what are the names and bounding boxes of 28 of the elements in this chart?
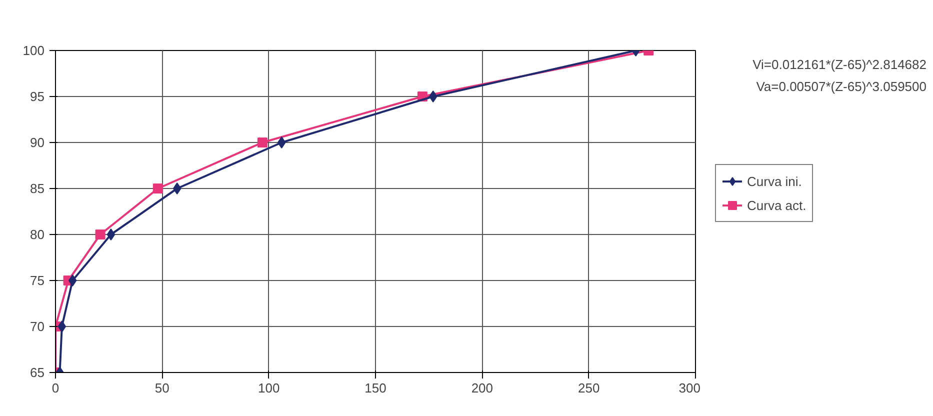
- x-tick-label: 250: [578, 380, 600, 396]
- x-tick-label: 100: [258, 380, 280, 396]
- x-tick-label: 150: [364, 380, 386, 396]
- x-tick-label: 50: [154, 380, 170, 396]
- point: [428, 90, 438, 102]
- point: [58, 320, 66, 332]
- x-tick-label: 0: [52, 380, 60, 396]
- y-tick-label: 90: [30, 135, 45, 150]
- y-tick-label: 75: [30, 273, 45, 288]
- point: [68, 274, 77, 286]
- x-tick-label: 200: [471, 380, 494, 396]
- legend-label: Curva act.: [747, 198, 806, 212]
- point: [95, 230, 106, 240]
- y-tick-label: 70: [30, 319, 45, 334]
- point: [257, 138, 268, 148]
- point: [277, 136, 286, 148]
- text: Va=0.00507*(Z-65)^3.059500: [756, 79, 927, 94]
- y-tick-label: 95: [30, 89, 45, 104]
- legend-label: Curva ini.: [747, 174, 802, 188]
- y-tick-label: 65: [30, 365, 45, 380]
- point: [106, 228, 116, 240]
- text: Vi=0.012161*(Z-65)^2.814682: [752, 57, 927, 72]
- point: [152, 184, 163, 194]
- y-tick-label: 100: [22, 43, 45, 58]
- y-tick-label: 85: [30, 181, 45, 196]
- y-tick-label: 80: [30, 227, 45, 242]
- point: [172, 182, 182, 194]
- x-tick-label: 300: [678, 380, 701, 396]
